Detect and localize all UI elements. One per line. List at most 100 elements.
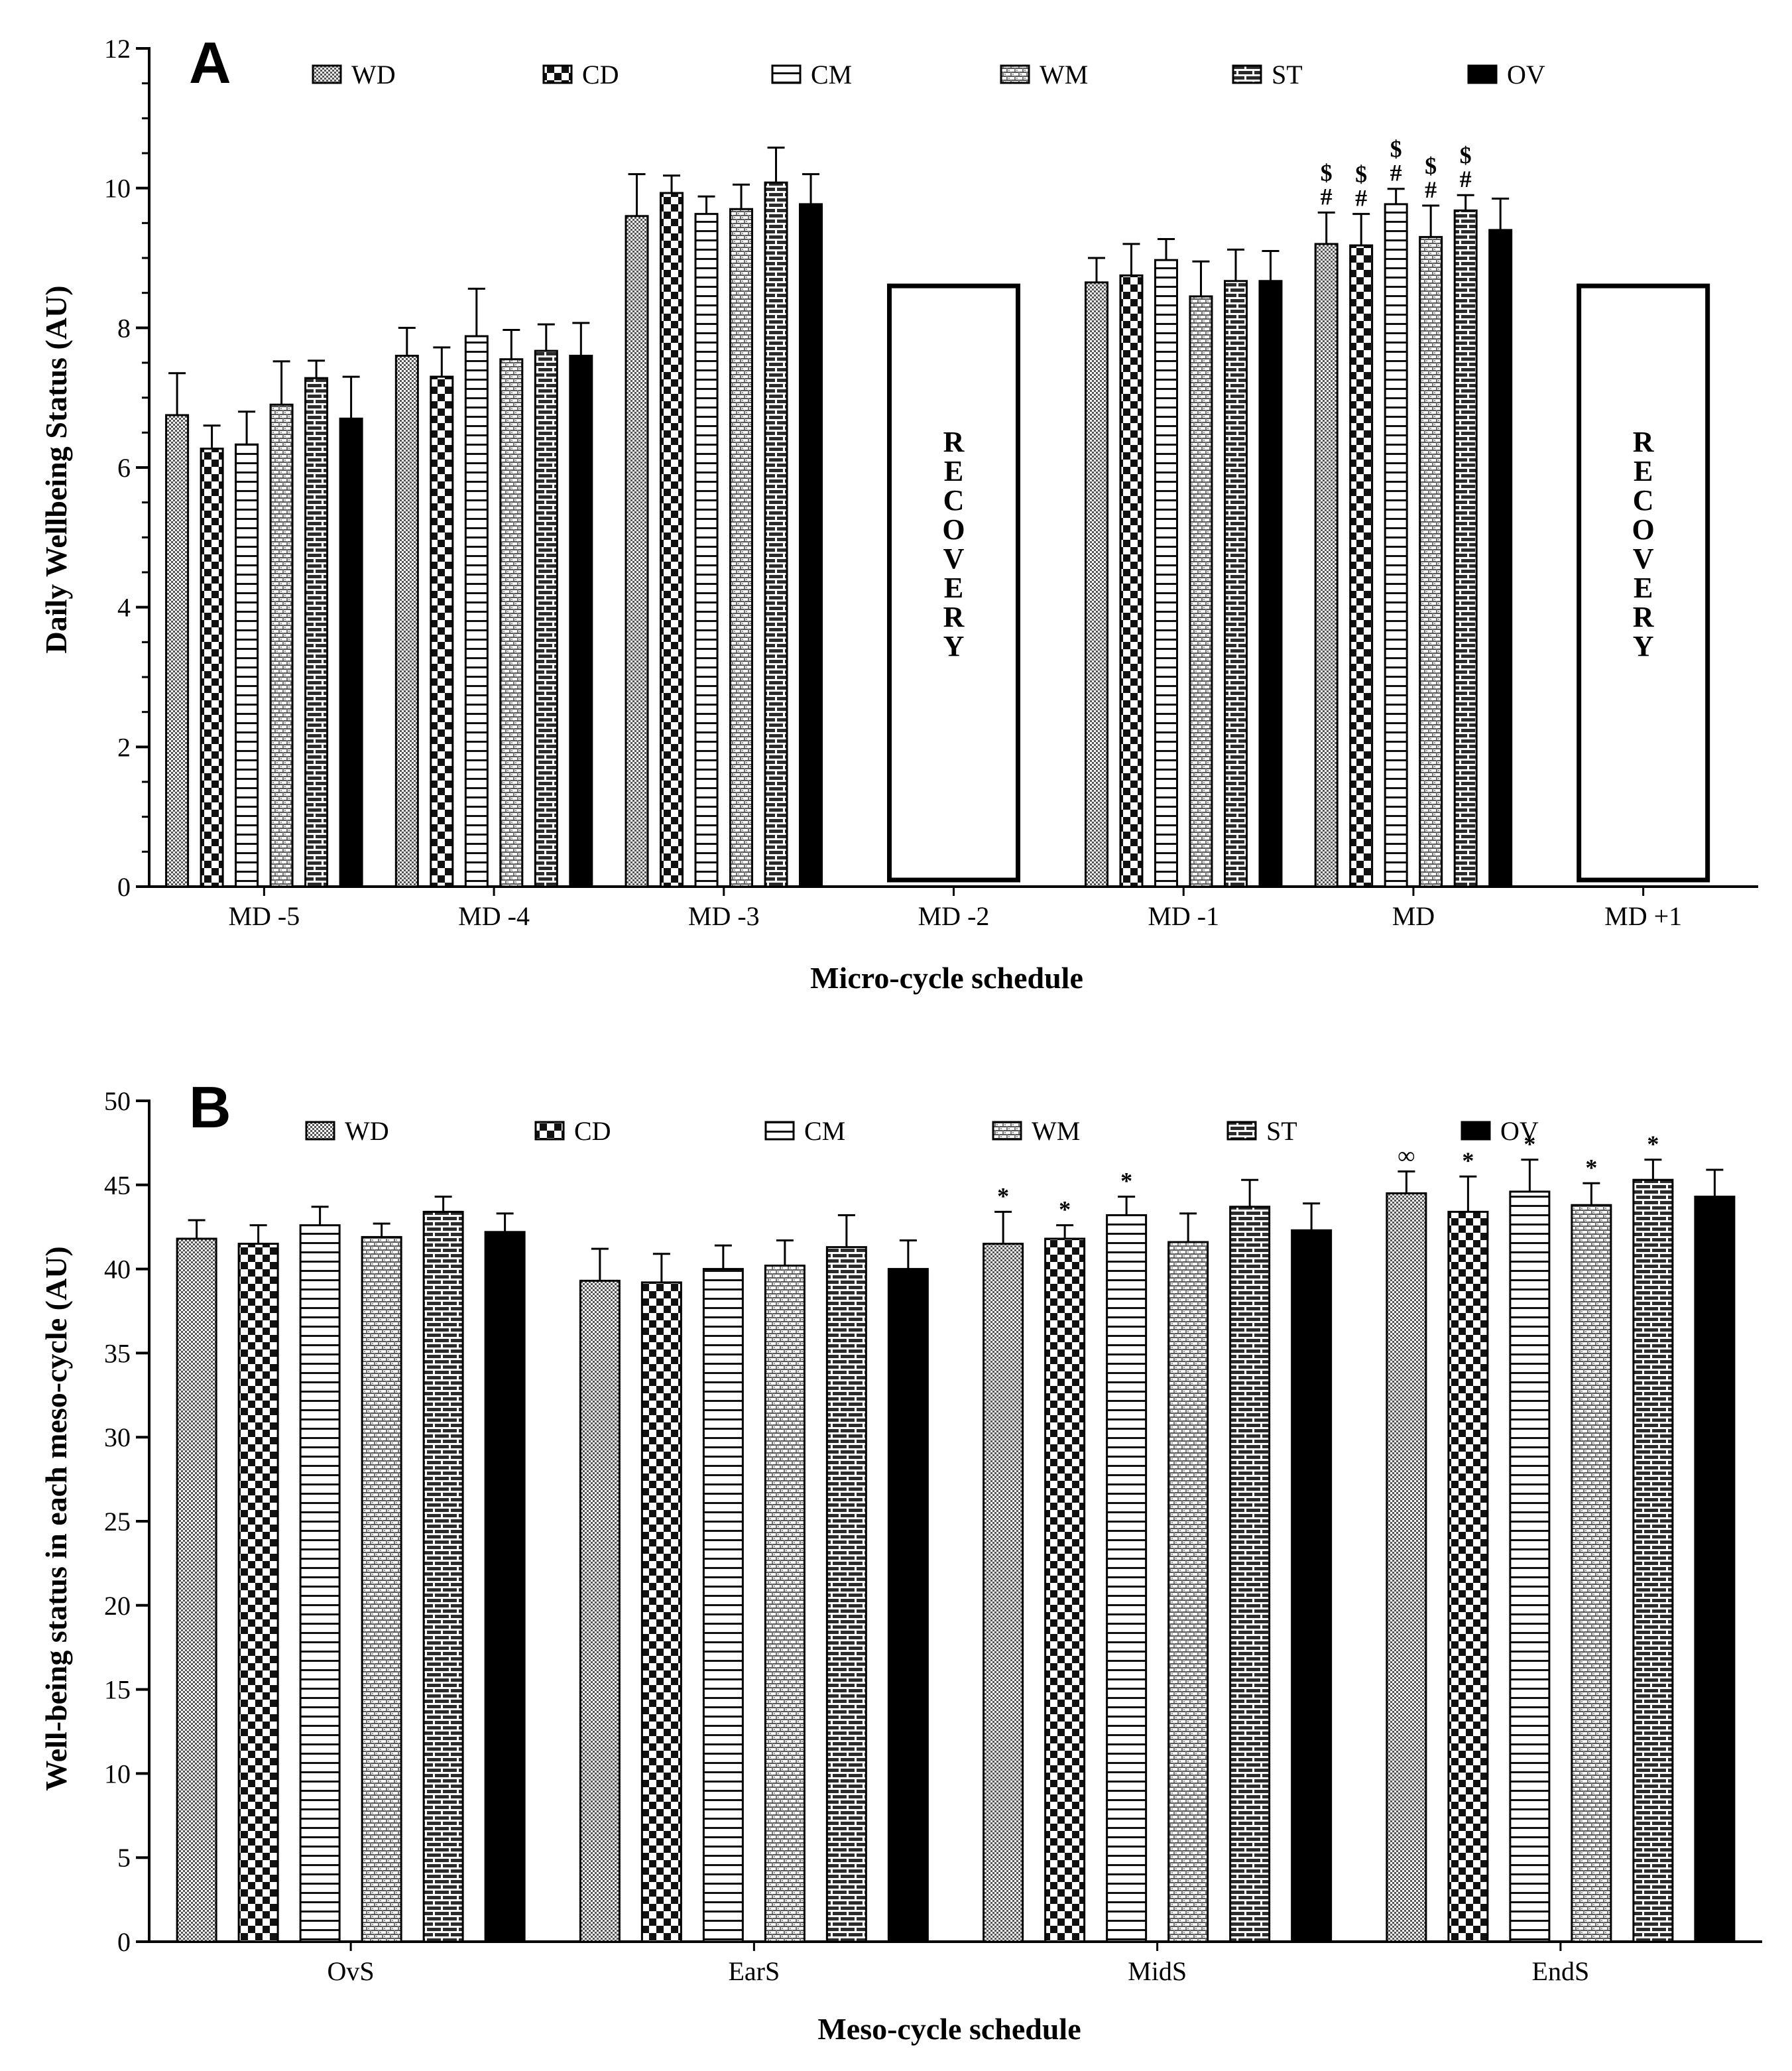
- a-significance-mark: $: [1321, 160, 1333, 186]
- a-legend-swatch-wd: [312, 64, 342, 84]
- a-y-tick-label: 10: [104, 174, 131, 204]
- a-significance-mark: $: [1460, 142, 1472, 168]
- a-recovery-block-md-2: [887, 283, 1020, 883]
- panel-a-y-axis-title: Daily Wellbeing Status (AU): [39, 285, 73, 653]
- b-y-tick-label: 25: [104, 1507, 131, 1537]
- panel-a: A Daily Wellbeing Status (AU) Micro-cycl…: [39, 30, 1758, 995]
- a-legend-label-ov: OV: [1507, 60, 1545, 90]
- a-recovery-letter: C: [1633, 484, 1654, 517]
- b-y-tick-label: 40: [104, 1255, 131, 1285]
- b-bar-ovs-cm: [299, 1224, 341, 1943]
- panel-b-letter: B: [189, 1074, 231, 1140]
- a-recovery-letter: E: [944, 455, 963, 487]
- b-bar-ends-wd: [1386, 1192, 1427, 1943]
- a-significance-mark: #: [1355, 185, 1367, 212]
- b-y-tick-label: 45: [104, 1170, 131, 1200]
- b-legend-label-cd: CD: [574, 1116, 611, 1146]
- b-legend-label-wd: WD: [345, 1116, 389, 1146]
- b-x-tick-label-ears: EarS: [728, 1956, 780, 1986]
- a-significance-mark: #: [1460, 166, 1472, 192]
- a-bar-md-4-wd: [394, 354, 419, 888]
- b-bar-ends-wm: [1571, 1204, 1612, 1943]
- b-bar-ears-ov: [887, 1268, 929, 1943]
- b-significance-mark: *: [997, 1182, 1009, 1209]
- panel-a-letter: A: [189, 30, 231, 95]
- b-legend-swatch-st: [1226, 1121, 1257, 1141]
- a-significance-mark: #: [1390, 160, 1402, 186]
- a-bar-md-5-cd: [200, 448, 224, 888]
- a-significance-mark: $: [1425, 153, 1437, 179]
- a-bar-md-1-ov: [1258, 280, 1283, 888]
- b-legend-label-cm: CM: [804, 1116, 845, 1146]
- b-bar-ovs-wd: [176, 1237, 217, 1943]
- a-bar-md-3-cm: [694, 213, 719, 888]
- b-x-tick-label-ovs: OvS: [328, 1956, 375, 1986]
- a-bar-md-5-wm: [269, 403, 294, 888]
- a-bar-md-4-ov: [569, 354, 593, 888]
- a-bar-md-st: [1453, 209, 1478, 888]
- a-recovery-letter: R: [1633, 426, 1655, 458]
- a-bar-md-wd: [1314, 243, 1339, 888]
- a-bar-md-cm: [1384, 203, 1408, 888]
- a-bar-md-1-st: [1223, 280, 1248, 888]
- panel-b: B Well-being status in each meso-cycle (…: [39, 1074, 1762, 2046]
- b-y-tick-label: 50: [104, 1086, 131, 1116]
- panel-b-y-axis-title: Well-being status in each meso-cycle (AU…: [39, 1246, 73, 1791]
- a-bar-md-5-cm: [235, 443, 259, 888]
- a-legend-swatch-st: [1232, 64, 1262, 84]
- b-bar-ovs-st: [422, 1210, 464, 1943]
- a-x-tick-label-md-4: MD -4: [458, 901, 530, 931]
- b-significance-mark: *: [1523, 1131, 1535, 1157]
- a-bar-md-1-cd: [1119, 274, 1144, 888]
- a-significance-mark: $: [1355, 161, 1367, 188]
- a-bar-md-3-wd: [625, 215, 649, 888]
- a-bar-md-4-st: [534, 349, 558, 888]
- b-bar-ends-ov: [1694, 1196, 1736, 1943]
- a-legend-swatch-wm: [1000, 64, 1030, 84]
- b-bar-mids-wm: [1167, 1241, 1209, 1943]
- a-recovery-block-md-plus1: [1577, 283, 1710, 883]
- b-significance-mark: *: [1120, 1168, 1132, 1194]
- b-legend-swatch-ov: [1461, 1121, 1491, 1141]
- b-bar-ovs-ov: [484, 1231, 526, 1943]
- a-bar-md-cd: [1349, 244, 1374, 888]
- a-bar-md-4-wm: [499, 358, 524, 888]
- a-bar-md-1-wd: [1084, 281, 1108, 888]
- a-legend-label-wd: WD: [351, 60, 396, 90]
- b-y-tick-label: 0: [117, 1927, 131, 1957]
- a-significance-mark: #: [1425, 176, 1437, 203]
- a-recovery-letter: Y: [943, 630, 965, 662]
- b-y-tick-label: 5: [117, 1843, 131, 1873]
- b-x-tick-label-ends: EndS: [1532, 1956, 1590, 1986]
- b-bar-ears-wm: [764, 1265, 806, 1943]
- b-bar-ovs-wm: [361, 1235, 402, 1943]
- a-recovery-letter: V: [1633, 542, 1654, 575]
- a-recovery-letter: V: [943, 542, 965, 575]
- a-recovery-letter: E: [944, 572, 963, 604]
- a-legend-swatch-ov: [1467, 64, 1498, 84]
- a-y-tick-label: 2: [117, 732, 131, 762]
- a-legend-label-cm: CM: [811, 60, 852, 90]
- a-bar-md-3-ov: [799, 203, 823, 888]
- b-bar-ends-cd: [1447, 1210, 1489, 1943]
- a-recovery-letter: R: [1633, 601, 1655, 633]
- b-bar-ears-cm: [702, 1268, 744, 1943]
- a-bar-md-5-st: [304, 377, 329, 888]
- a-bar-md-3-cd: [660, 192, 684, 888]
- a-recovery-letter: E: [1634, 455, 1653, 487]
- b-legend-swatch-wd: [305, 1121, 335, 1141]
- a-bar-md-wm: [1419, 235, 1443, 888]
- panel-a-x-axis-title: Micro-cycle schedule: [810, 961, 1083, 995]
- b-bar-mids-cm: [1106, 1214, 1148, 1943]
- b-bar-ears-wd: [579, 1279, 621, 1943]
- a-y-tick-label: 4: [117, 593, 131, 623]
- a-x-tick-label-md-2: MD -2: [918, 901, 990, 931]
- b-significance-mark: *: [1462, 1147, 1474, 1174]
- a-bar-md-4-cd: [430, 375, 454, 888]
- a-legend-swatch-cd: [542, 64, 573, 84]
- panel-b-x-axis-title: Meso-cycle schedule: [817, 2012, 1081, 2046]
- b-significance-mark: *: [1059, 1196, 1071, 1223]
- b-legend-swatch-cm: [764, 1121, 795, 1141]
- panel-b-plot: 0 5 10 15 20 25 30 35 40 45 50 WD CD CM WM ST OV OvS EarS M…: [104, 1086, 1762, 1986]
